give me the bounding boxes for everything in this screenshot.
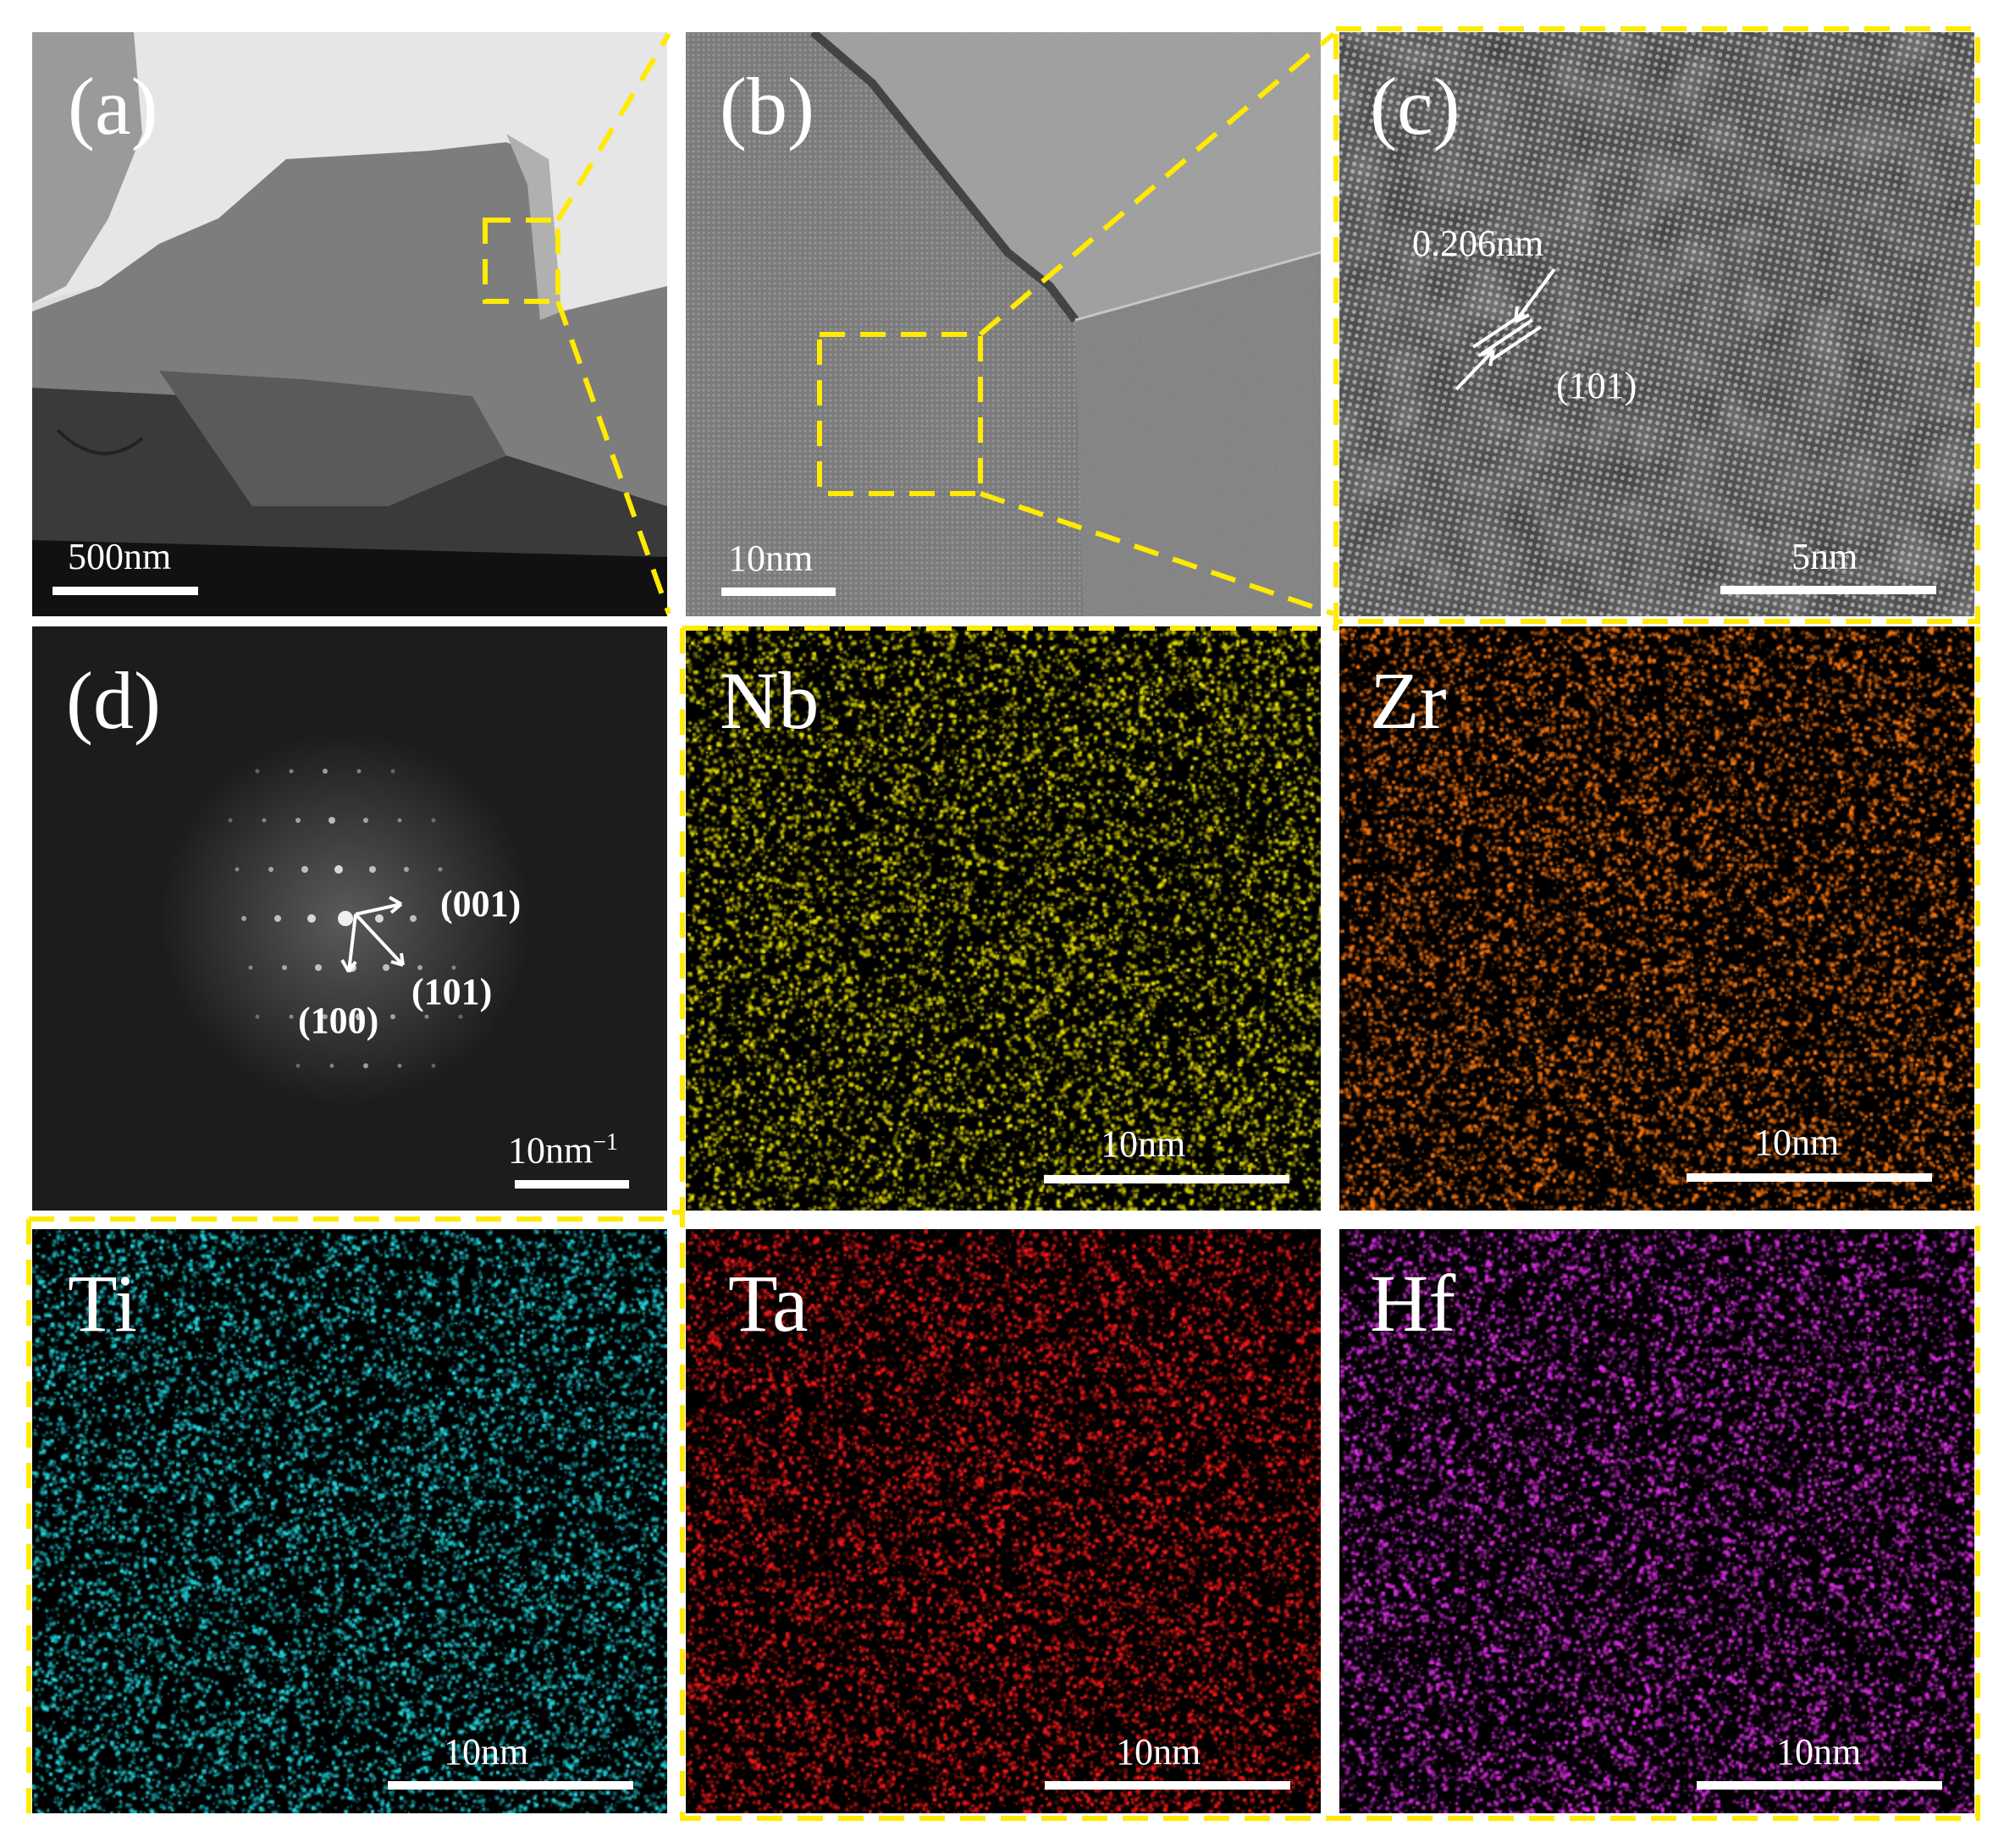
diffraction-spot <box>375 914 384 923</box>
ta-scale-label: 10nm <box>1116 1731 1201 1773</box>
plane-index-label: (101) <box>1556 365 1637 406</box>
ta-element-label: Ta <box>728 1258 809 1349</box>
zr-scale-bar <box>1687 1173 1932 1182</box>
diffraction-spot <box>248 965 253 970</box>
zr-element-label: Zr <box>1370 655 1447 746</box>
diffraction-spot <box>417 965 422 970</box>
panel-a-scale-label: 500nm <box>68 536 172 577</box>
diffraction-spot <box>424 1014 429 1019</box>
panel-c-scale-bar <box>1720 586 1936 594</box>
diffraction-spot <box>241 916 246 921</box>
panel-d-scale-base: 10nm <box>508 1129 593 1172</box>
diffraction-spot <box>282 965 287 970</box>
panel-b-label: (b) <box>720 61 814 152</box>
panel-ta-map: Ta 10nm <box>686 1229 1321 1813</box>
diffraction-spot <box>315 964 322 971</box>
hf-element-label: Hf <box>1370 1258 1456 1349</box>
diffraction-spot <box>255 769 260 774</box>
diffraction-spot <box>369 866 376 873</box>
diffraction-spot <box>404 867 409 872</box>
diffraction-spot <box>289 1014 294 1019</box>
diffraction-spot <box>431 818 436 823</box>
diffraction-spot <box>268 867 273 872</box>
ta-scale-bar <box>1045 1781 1290 1790</box>
diffraction-spot <box>397 1063 402 1068</box>
diffraction-spot <box>438 867 443 872</box>
ti-scale-bar <box>388 1781 633 1790</box>
diffraction-spot <box>262 818 267 823</box>
panel-b-scale-label: 10nm <box>728 538 814 579</box>
diffraction-spot <box>431 1063 436 1068</box>
diffraction-spot <box>228 818 233 823</box>
diffraction-spot <box>328 817 335 824</box>
panel-a-tem-image: (a) 500nm <box>32 32 667 616</box>
diffraction-spot <box>338 911 353 926</box>
diffraction-spot <box>334 865 343 874</box>
index-001-label: (001) <box>440 883 522 924</box>
panel-a-scale-bar <box>52 587 198 595</box>
diffraction-spot <box>289 769 294 774</box>
hf-scale-bar <box>1697 1781 1942 1790</box>
diffraction-spot <box>348 963 356 972</box>
panel-c-lattice-image: (c) 0.206nm (101) 5nm <box>1339 32 1974 616</box>
diffraction-spot <box>363 818 368 823</box>
diffraction-spot <box>458 1014 463 1019</box>
d-spacing-label: 0.206nm <box>1412 223 1544 264</box>
diffraction-spot <box>323 769 328 774</box>
panel-d-scale-exponent: −1 <box>593 1129 619 1156</box>
nb-scale-label: 10nm <box>1101 1123 1186 1165</box>
diffraction-spot <box>255 1014 260 1019</box>
diffraction-spot <box>363 1063 368 1068</box>
diffraction-spot <box>235 867 240 872</box>
diffraction-spot <box>451 965 456 970</box>
panel-d-scale-label: 10nm−1 <box>508 1131 618 1170</box>
panel-ti-map: Ti 10nm <box>32 1229 667 1813</box>
diffraction-spot <box>410 915 417 922</box>
ti-element-label: Ti <box>68 1258 137 1349</box>
index-101-label: (101) <box>411 971 493 1012</box>
panel-a-label: (a) <box>68 61 158 152</box>
panel-zr-map: Zr 10nm <box>1339 626 1974 1211</box>
diffraction-spot <box>356 769 362 774</box>
diffraction-spot <box>301 866 308 873</box>
panel-b-scale-bar <box>721 587 836 596</box>
panel-b-hrtem-image: (b) 10nm <box>686 32 1321 616</box>
panel-d-scale-bar <box>515 1180 629 1189</box>
diffraction-spot <box>329 1063 334 1068</box>
diffraction-spot <box>295 1063 301 1068</box>
index-100-label: (100) <box>298 1000 379 1041</box>
panel-d-fft-pattern: (d) (001) (101) (100) 10nm−1 <box>32 626 667 1211</box>
panel-c-label: (c) <box>1370 61 1460 152</box>
diffraction-spot <box>390 1014 395 1019</box>
diffraction-spot <box>383 964 389 971</box>
nb-element-label: Nb <box>720 655 820 746</box>
panel-hf-map: Hf 10nm <box>1339 1229 1974 1813</box>
diffraction-spot <box>295 818 301 823</box>
panel-c-scale-label: 5nm <box>1791 536 1858 577</box>
panel-d-label: (d) <box>66 655 161 746</box>
nb-scale-bar <box>1044 1175 1289 1183</box>
diffraction-spot <box>307 914 316 923</box>
zr-scale-label: 10nm <box>1754 1122 1840 1163</box>
diffraction-spot <box>274 915 281 922</box>
panel-nb-map: Nb 10nm <box>686 626 1321 1211</box>
diffraction-spot <box>397 818 402 823</box>
ti-scale-label: 10nm <box>444 1731 529 1773</box>
hf-scale-label: 10nm <box>1776 1731 1862 1773</box>
diffraction-spot <box>390 769 395 774</box>
